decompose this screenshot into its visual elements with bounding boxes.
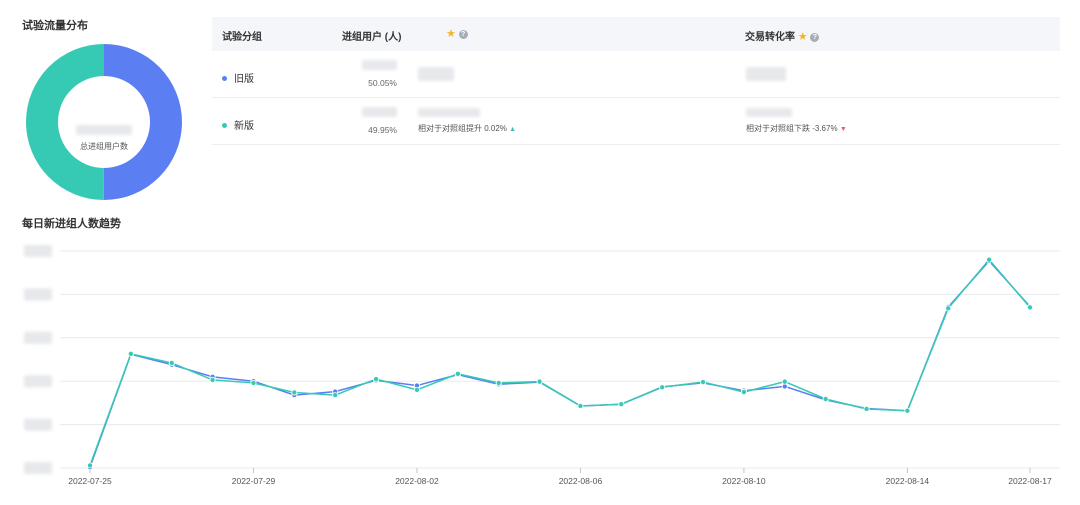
help-icon[interactable]: ? bbox=[810, 33, 820, 42]
trend-title: 每日新进组人数趋势 bbox=[22, 218, 121, 230]
data-point[interactable] bbox=[740, 389, 747, 396]
star-icon[interactable]: ★ bbox=[797, 31, 808, 43]
data-point[interactable] bbox=[87, 462, 94, 469]
help-icon[interactable]: ? bbox=[458, 30, 468, 39]
x-tick-label: 2022-08-10 bbox=[722, 476, 766, 486]
user-pct: 49.95% bbox=[368, 125, 397, 135]
data-point[interactable] bbox=[250, 379, 257, 386]
data-point[interactable] bbox=[536, 378, 543, 385]
experiment-table: 试验分组 进组用户 (人) ★ ? 交易转化率 ★ ? 旧版 50.05% 新版… bbox=[212, 17, 1060, 145]
data-point[interactable] bbox=[332, 392, 339, 399]
group-name: 新版 bbox=[222, 117, 254, 132]
total-users-value-blurred bbox=[76, 125, 132, 135]
users-compare-note: 相对于对照组提升 0.02% ▲ bbox=[418, 124, 517, 133]
user-count-blurred bbox=[362, 60, 397, 70]
user-pct: 50.05% bbox=[368, 78, 397, 88]
data-point[interactable] bbox=[495, 379, 502, 386]
donut-center: 总进组用户数 bbox=[60, 125, 148, 152]
x-tick-label: 2022-07-29 bbox=[232, 476, 276, 486]
data-point[interactable] bbox=[863, 405, 870, 412]
data-point[interactable] bbox=[781, 378, 788, 385]
data-point[interactable] bbox=[904, 407, 911, 414]
header-group: 试验分组 bbox=[222, 32, 262, 43]
donut-title: 试验流量分布 bbox=[22, 20, 88, 32]
data-point[interactable] bbox=[986, 256, 993, 263]
user-metric-blurred bbox=[418, 108, 480, 117]
up-arrow-icon: ▲ bbox=[509, 126, 517, 133]
table-header: 试验分组 进组用户 (人) ★ ? 交易转化率 ★ ? bbox=[212, 17, 1060, 51]
group-name: 旧版 bbox=[222, 70, 254, 85]
data-point[interactable] bbox=[945, 305, 952, 312]
conversion-blurred bbox=[746, 67, 786, 81]
trend-line-chart: 2022-07-25 2022-07-29 2022-08-02 2022-08-06… bbox=[24, 245, 1060, 486]
y-tick-label-blurred bbox=[24, 462, 52, 474]
user-metric-blurred bbox=[418, 67, 454, 81]
data-point[interactable] bbox=[700, 379, 707, 386]
legend-dot bbox=[222, 123, 227, 128]
star-icon[interactable]: ★ bbox=[446, 28, 456, 40]
data-point[interactable] bbox=[168, 359, 175, 366]
down-arrow-icon: ▼ bbox=[839, 126, 847, 133]
data-point[interactable] bbox=[1027, 304, 1034, 311]
data-point[interactable] bbox=[618, 401, 625, 408]
header-users: 进组用户 (人) bbox=[342, 32, 402, 43]
data-point[interactable] bbox=[127, 350, 134, 357]
data-point[interactable] bbox=[373, 376, 380, 383]
x-tick-label: 2022-07-25 bbox=[68, 476, 112, 486]
conversion-compare-note: 相对于对照组下跌 -3.67% ▼ bbox=[746, 124, 847, 133]
user-cell: 49.95% bbox=[362, 98, 397, 144]
x-tick-label: 2022-08-02 bbox=[395, 476, 439, 486]
y-tick-label-blurred bbox=[24, 375, 52, 388]
legend-dot bbox=[222, 76, 227, 81]
x-tick-label: 2022-08-06 bbox=[559, 476, 603, 486]
header-users-tools: ★ ? bbox=[446, 27, 468, 40]
data-point[interactable] bbox=[291, 389, 298, 396]
donut-chart bbox=[25, 43, 182, 200]
data-point[interactable] bbox=[413, 386, 420, 393]
data-point[interactable] bbox=[454, 370, 461, 377]
x-tick-label: 2022-08-17 bbox=[1008, 476, 1052, 486]
x-tick-label: 2022-08-14 bbox=[886, 476, 930, 486]
data-point[interactable] bbox=[577, 402, 584, 409]
data-point[interactable] bbox=[659, 384, 666, 391]
data-point[interactable] bbox=[822, 395, 829, 402]
table-row: 旧版 50.05% bbox=[212, 51, 1060, 98]
series-line-1[interactable] bbox=[89, 259, 1031, 468]
donut-slice-2[interactable] bbox=[25, 43, 104, 200]
user-count-blurred bbox=[362, 107, 397, 117]
y-tick-label-blurred bbox=[24, 418, 52, 431]
header-conversion-wrap: 交易转化率 ★ ? bbox=[745, 28, 820, 43]
y-tick-label-blurred bbox=[24, 245, 52, 257]
series-line-2[interactable] bbox=[89, 258, 1031, 466]
conversion-blurred bbox=[746, 108, 792, 117]
y-tick-label-blurred bbox=[24, 288, 52, 301]
y-tick-label-blurred bbox=[24, 331, 52, 344]
table-row: 新版 49.95% 相对于对照组提升 0.02% ▲ 相对于对照组下跌 -3.6… bbox=[212, 98, 1060, 145]
header-conversion: 交易转化率 bbox=[745, 32, 795, 43]
user-cell: 50.05% bbox=[362, 51, 397, 97]
donut-center-label: 总进组用户数 bbox=[80, 142, 128, 151]
data-point[interactable] bbox=[209, 376, 216, 383]
donut-slice-1[interactable] bbox=[103, 44, 182, 200]
